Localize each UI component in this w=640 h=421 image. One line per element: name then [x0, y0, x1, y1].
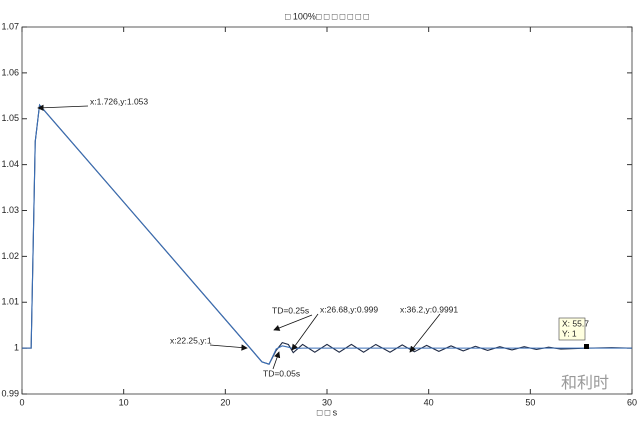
- datatip-marker: [584, 344, 589, 349]
- y-tick-label: 1.06: [1, 67, 19, 77]
- x-tick-label: 50: [525, 397, 535, 407]
- chart-title: □ 100%□ □ □ □ □ □ □: [285, 11, 370, 21]
- x-axis-label: □ □ s: [317, 407, 338, 417]
- x-tick-label: 10: [119, 397, 129, 407]
- x-tick-label: 30: [322, 397, 332, 407]
- annotation-arrow: [273, 314, 313, 331]
- annotation-arrow: [37, 104, 89, 111]
- y-tick-label: 0.99: [1, 388, 19, 398]
- annotation-arrow: [409, 313, 441, 353]
- y-tick-label: 1.05: [1, 113, 19, 123]
- x-tick-label: 20: [220, 397, 230, 407]
- annotation-arrow: [291, 313, 319, 351]
- x-tick-label: 60: [627, 397, 637, 407]
- x-tick-label: 40: [424, 397, 434, 407]
- y-tick-label: 1.03: [1, 205, 19, 215]
- plot-frame: [21, 26, 633, 395]
- y-tick-label: 1.01: [1, 297, 19, 307]
- x-tick-label: 0: [19, 397, 24, 407]
- y-tick-label: 1.02: [1, 251, 19, 261]
- y-tick-label: 1: [14, 343, 19, 353]
- datatip-box: [558, 317, 586, 341]
- annotation-arrow: [209, 344, 248, 351]
- annotation: TD=0.05s: [263, 368, 300, 378]
- y-tick-label: 1.04: [1, 159, 19, 169]
- annotation-arrow: [272, 351, 281, 370]
- data-line: [22, 103, 632, 365]
- annotation: TD=0.25s: [272, 305, 309, 315]
- datatip-label: X: 55.7: [562, 318, 589, 328]
- y-tick-label: 1.07: [1, 21, 19, 31]
- datatip-label: Y: 1: [562, 328, 577, 338]
- annotation: x:36.2,y:0.9991: [400, 304, 458, 314]
- annotation: x:1.726,y:1.053: [90, 96, 148, 106]
- watermark: 和利时: [561, 374, 609, 392]
- annotation: x:26.68,y:0.999: [320, 304, 378, 314]
- annotation: x:22.25,y:1: [170, 335, 212, 345]
